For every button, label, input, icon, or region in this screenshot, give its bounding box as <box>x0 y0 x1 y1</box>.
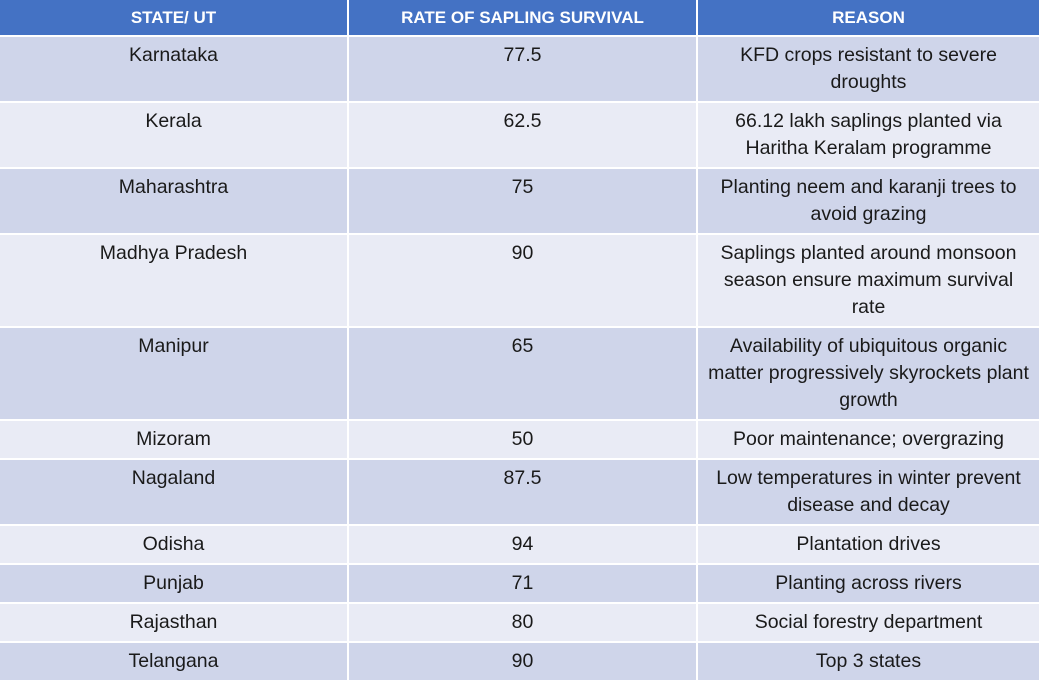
cell-reason: 66.12 lakh saplings planted via Haritha … <box>696 101 1039 168</box>
cell-reason: Planting across rivers <box>696 563 1039 603</box>
cell-reason: Availability of ubiquitous organic matte… <box>696 326 1039 420</box>
cell-reason: Plantation drives <box>696 524 1039 564</box>
cell-rate: 65 <box>347 326 697 420</box>
cell-state: Punjab <box>0 563 348 603</box>
table-row: Nagaland 87.5 Low temperatures in winter… <box>0 458 1039 525</box>
cell-rate: 62.5 <box>347 101 697 168</box>
cell-rate: 75 <box>347 167 697 234</box>
cell-rate: 87.5 <box>347 458 697 525</box>
cell-reason: Social forestry department <box>696 602 1039 642</box>
cell-state: Nagaland <box>0 458 348 525</box>
table-row: Karnataka 77.5 KFD crops resistant to se… <box>0 35 1039 102</box>
cell-rate: 80 <box>347 602 697 642</box>
cell-state: Rajasthan <box>0 602 348 642</box>
table-row: Rajasthan 80 Social forestry department <box>0 602 1039 642</box>
table-body: Karnataka 77.5 KFD crops resistant to se… <box>0 35 1039 680</box>
cell-state: Karnataka <box>0 35 348 102</box>
cell-rate: 77.5 <box>347 35 697 102</box>
cell-rate: 90 <box>347 233 697 327</box>
header-reason: REASON <box>696 0 1039 37</box>
table-row: Manipur 65 Availability of ubiquitous or… <box>0 326 1039 420</box>
cell-state: Manipur <box>0 326 348 420</box>
cell-reason: KFD crops resistant to severe droughts <box>696 35 1039 102</box>
table-header: STATE/ UT RATE OF SAPLING SURVIVAL REASO… <box>0 0 1039 37</box>
table-row: Odisha 94 Plantation drives <box>0 524 1039 564</box>
table-row: Telangana 90 Top 3 states <box>0 641 1039 680</box>
cell-rate: 90 <box>347 641 697 680</box>
cell-rate: 50 <box>347 419 697 459</box>
cell-state: Telangana <box>0 641 348 680</box>
table-row: Maharashtra 75 Planting neem and karanji… <box>0 167 1039 234</box>
cell-reason: Low temperatures in winter prevent disea… <box>696 458 1039 525</box>
header-row: STATE/ UT RATE OF SAPLING SURVIVAL REASO… <box>0 0 1039 37</box>
cell-rate: 71 <box>347 563 697 603</box>
cell-reason: Poor maintenance; overgrazing <box>696 419 1039 459</box>
cell-reason: Top 3 states <box>696 641 1039 680</box>
cell-state: Maharashtra <box>0 167 348 234</box>
cell-reason: Planting neem and karanji trees to avoid… <box>696 167 1039 234</box>
table-row: Mizoram 50 Poor maintenance; overgrazing <box>0 419 1039 459</box>
table-row: Punjab 71 Planting across rivers <box>0 563 1039 603</box>
cell-state: Kerala <box>0 101 348 168</box>
cell-state: Odisha <box>0 524 348 564</box>
header-state: STATE/ UT <box>0 0 348 37</box>
cell-rate: 94 <box>347 524 697 564</box>
header-rate: RATE OF SAPLING SURVIVAL <box>347 0 697 37</box>
table-row: Kerala 62.5 66.12 lakh saplings planted … <box>0 101 1039 168</box>
cell-state: Madhya Pradesh <box>0 233 348 327</box>
cell-state: Mizoram <box>0 419 348 459</box>
cell-reason: Saplings planted around monsoon season e… <box>696 233 1039 327</box>
table-row: Madhya Pradesh 90 Saplings planted aroun… <box>0 233 1039 327</box>
